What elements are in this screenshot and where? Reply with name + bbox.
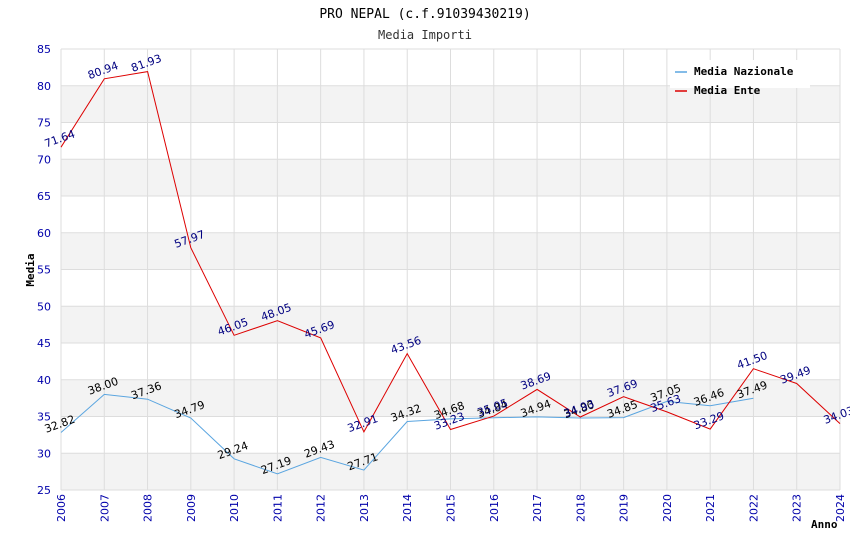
series-line-ente (60, 71, 841, 434)
y-tick-label: 25 (37, 484, 51, 497)
x-tick-label: 2017 (531, 494, 544, 522)
x-axis-ticks: 2006 2007 2008 2009 2010 2011 2012 2013 2014 2015… (55, 494, 847, 522)
legend-label-nazionale: Media Nazionale (694, 65, 794, 78)
y-tick-label: 60 (37, 227, 51, 240)
x-tick-label: 2009 (185, 494, 198, 522)
y-tick-label: 55 (37, 264, 51, 277)
x-tick-label: 2016 (488, 494, 501, 522)
x-tick-label: 2011 (271, 494, 284, 522)
y-tick-label: 40 (37, 374, 51, 387)
x-tick-label: 2021 (704, 494, 717, 522)
x-tick-label: 2013 (358, 494, 371, 522)
x-tick-label: 2007 (98, 494, 111, 522)
legend: Media Nazionale Media Ente (670, 60, 810, 97)
series-line-nazionale (60, 393, 754, 475)
grid-lines (60, 48, 841, 491)
x-tick-label: 2018 (574, 494, 587, 522)
x-tick-label: 2012 (315, 494, 328, 522)
y-axis-label: Media (24, 253, 37, 286)
y-tick-label: 30 (37, 447, 51, 460)
x-tick-label: 2014 (401, 494, 414, 522)
chart-title: PRO NEPAL (c.f.91039430219) (319, 7, 530, 22)
data-label-ente: 71.64 (43, 127, 77, 150)
x-tick-label: 2023 (791, 494, 804, 522)
y-tick-label: 80 (37, 80, 51, 93)
x-tick-label: 2008 (142, 494, 155, 522)
y-tick-label: 70 (37, 153, 51, 166)
y-axis-ticks: 25 30 35 40 45 50 55 60 65 70 75 80 85 (37, 43, 51, 497)
series-lines (60, 71, 841, 475)
data-label-ente: 41.50 (735, 349, 769, 372)
x-axis-label: Anno (811, 518, 838, 531)
x-tick-label: 2006 (55, 494, 68, 522)
legend-label-ente: Media Ente (694, 84, 761, 97)
x-tick-label: 2024 (834, 494, 847, 522)
y-tick-label: 75 (37, 117, 51, 130)
y-tick-label: 35 (37, 411, 51, 424)
x-tick-label: 2022 (747, 494, 760, 522)
legend-box (670, 60, 810, 88)
y-tick-label: 45 (37, 337, 51, 350)
data-label-ente: 80.94 (86, 59, 120, 82)
y-tick-label: 85 (37, 43, 51, 56)
x-tick-label: 2020 (661, 494, 674, 522)
x-tick-label: 2019 (618, 494, 631, 522)
x-tick-label: 2010 (228, 494, 241, 522)
y-tick-label: 50 (37, 300, 51, 313)
x-tick-label: 2015 (445, 494, 458, 522)
chart-subtitle: Media Importi (378, 28, 472, 42)
y-tick-label: 65 (37, 190, 51, 203)
